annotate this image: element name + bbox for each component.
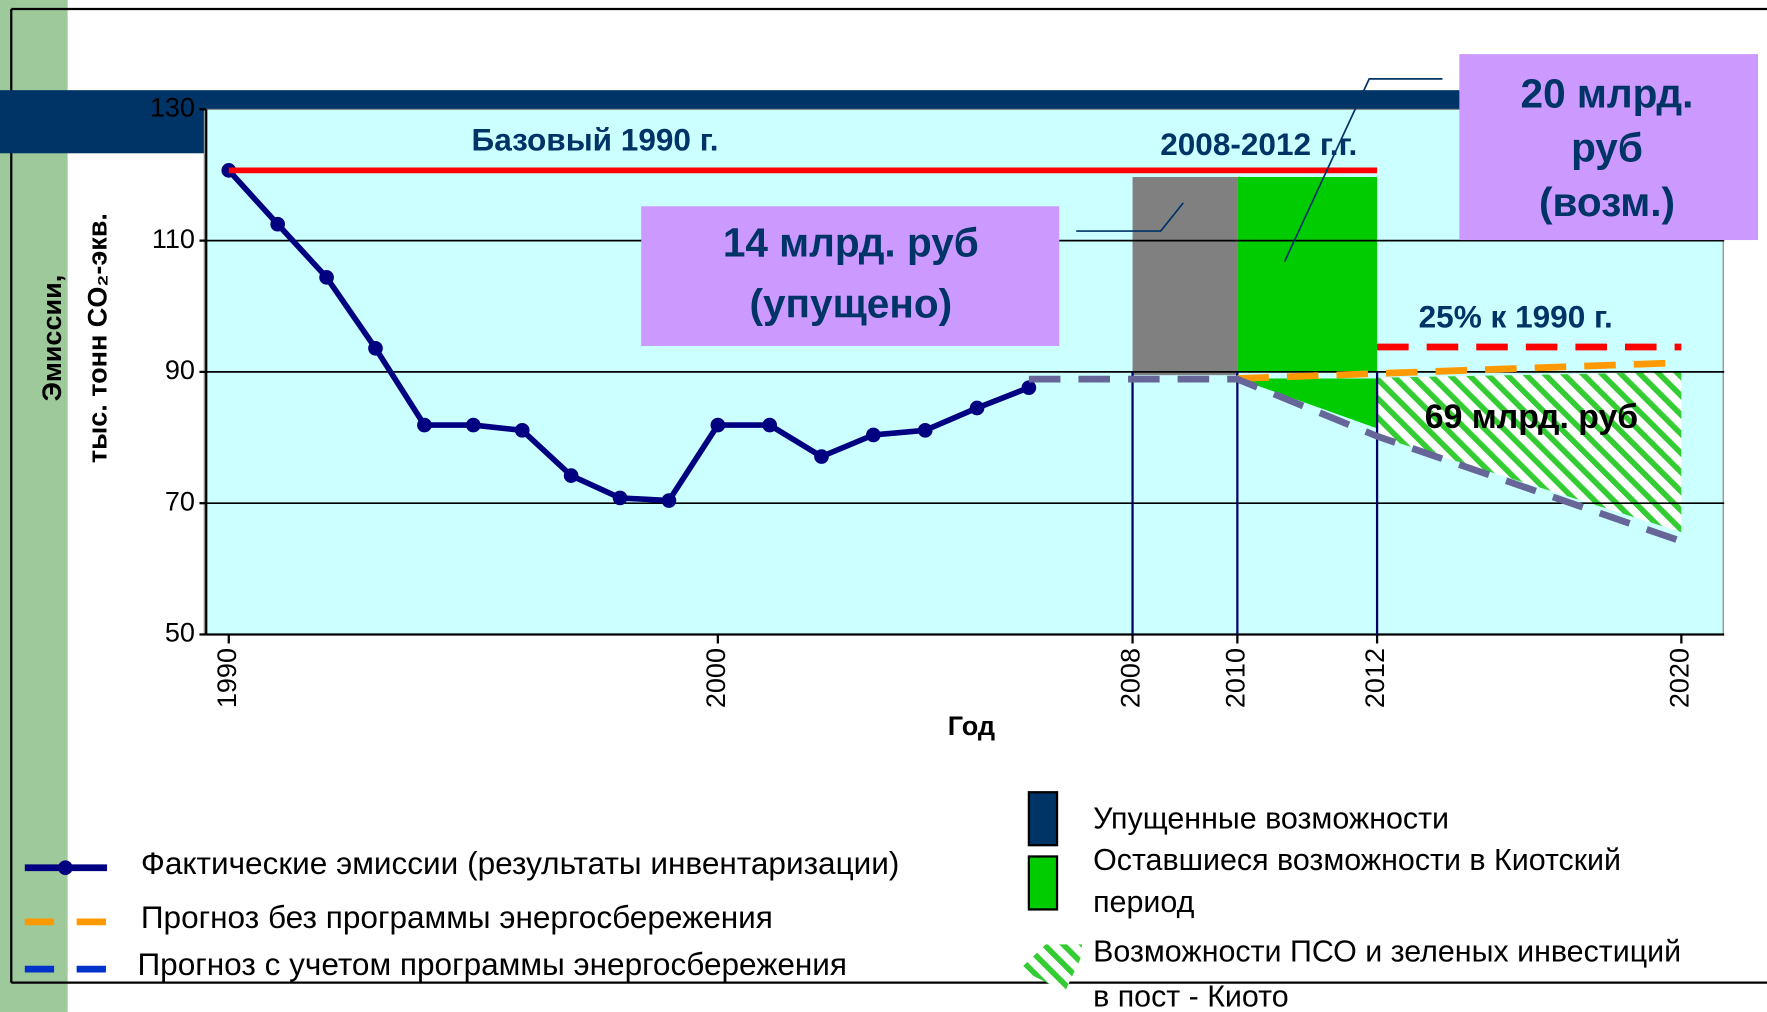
annotation: (возм.)	[1539, 179, 1675, 225]
legend-label: Упущенные возможности	[1093, 801, 1449, 835]
x-tick-label: 2012	[1360, 648, 1390, 708]
marker	[814, 449, 829, 464]
line-label: Базовый 1990 г.	[472, 121, 719, 157]
x-tick-label: 2010	[1220, 648, 1250, 708]
annotation-box	[641, 206, 1060, 346]
marker	[417, 417, 432, 433]
x-tick-label: 2008	[1116, 648, 1146, 708]
legend-swatch	[1019, 944, 1082, 992]
y-tick-label: 50	[165, 618, 195, 648]
line-label: 25% к 1990 г.	[1419, 298, 1613, 334]
chart: 50 70 90 110 130 1990 2000 2008 2010 2012 2020 Год Э…	[24, 54, 1758, 1012]
marker	[710, 417, 726, 433]
annotation: 14 млрд. руб	[723, 219, 979, 265]
annotation: 20 млрд.	[1521, 71, 1694, 117]
legend-label: период	[1093, 885, 1195, 919]
x-tick-label: 1990	[212, 648, 242, 708]
area	[1132, 176, 1238, 376]
area	[1377, 371, 1682, 533]
area	[1237, 378, 1378, 429]
x-axis-title: Год	[948, 711, 995, 741]
marker	[866, 427, 881, 443]
y-axis-title: Эмиссии,	[37, 275, 67, 402]
y-tick-label: 90	[165, 355, 195, 385]
marker	[762, 417, 778, 433]
marker	[612, 490, 628, 506]
y-tick-label: 110	[152, 224, 195, 254]
legend-label: Возможности ПСО и зеленых инвестиций	[1093, 934, 1681, 968]
legend-label: Оставшиеся возможности в Киотский	[1093, 843, 1621, 877]
annotation: 2008-2012 г.г.	[1160, 126, 1357, 162]
area	[1237, 176, 1378, 372]
series-line	[1237, 359, 1682, 382]
legend-swatch	[1027, 791, 1059, 847]
marker	[563, 468, 579, 483]
leader-line	[1283, 78, 1443, 262]
x-tick-label: 2000	[701, 648, 731, 708]
legend-label: Прогноз с учетом программы энергосбереже…	[137, 946, 847, 982]
marker	[661, 493, 677, 508]
y-tick-label: 130	[150, 92, 195, 122]
annotation: (упущено)	[750, 280, 953, 326]
marker	[465, 417, 481, 433]
legend-label: в пост - Киото	[1093, 979, 1289, 1012]
y-tick-label: 70	[165, 486, 195, 516]
y-axis-title: тыс. тонн CO₂-экв.	[82, 213, 112, 463]
legend-marker	[58, 860, 73, 876]
leader-line	[1076, 202, 1184, 232]
legend-swatch	[1027, 855, 1059, 911]
marker	[1021, 380, 1037, 395]
legend-label: Фактические эмиссии (результаты инвентар…	[141, 845, 900, 881]
marker	[270, 216, 285, 232]
marker	[917, 422, 933, 438]
marker	[319, 270, 334, 285]
annotation: 69 млрд. руб	[1425, 398, 1638, 436]
annotation: руб	[1571, 125, 1643, 171]
legend-label: Прогноз без программы энергосбережения	[141, 899, 773, 935]
series-line	[1028, 375, 1683, 545]
annotation-box	[1459, 54, 1758, 241]
x-tick-label: 2020	[1664, 648, 1694, 708]
marker	[514, 422, 530, 438]
marker	[368, 340, 383, 356]
marker	[969, 400, 985, 416]
